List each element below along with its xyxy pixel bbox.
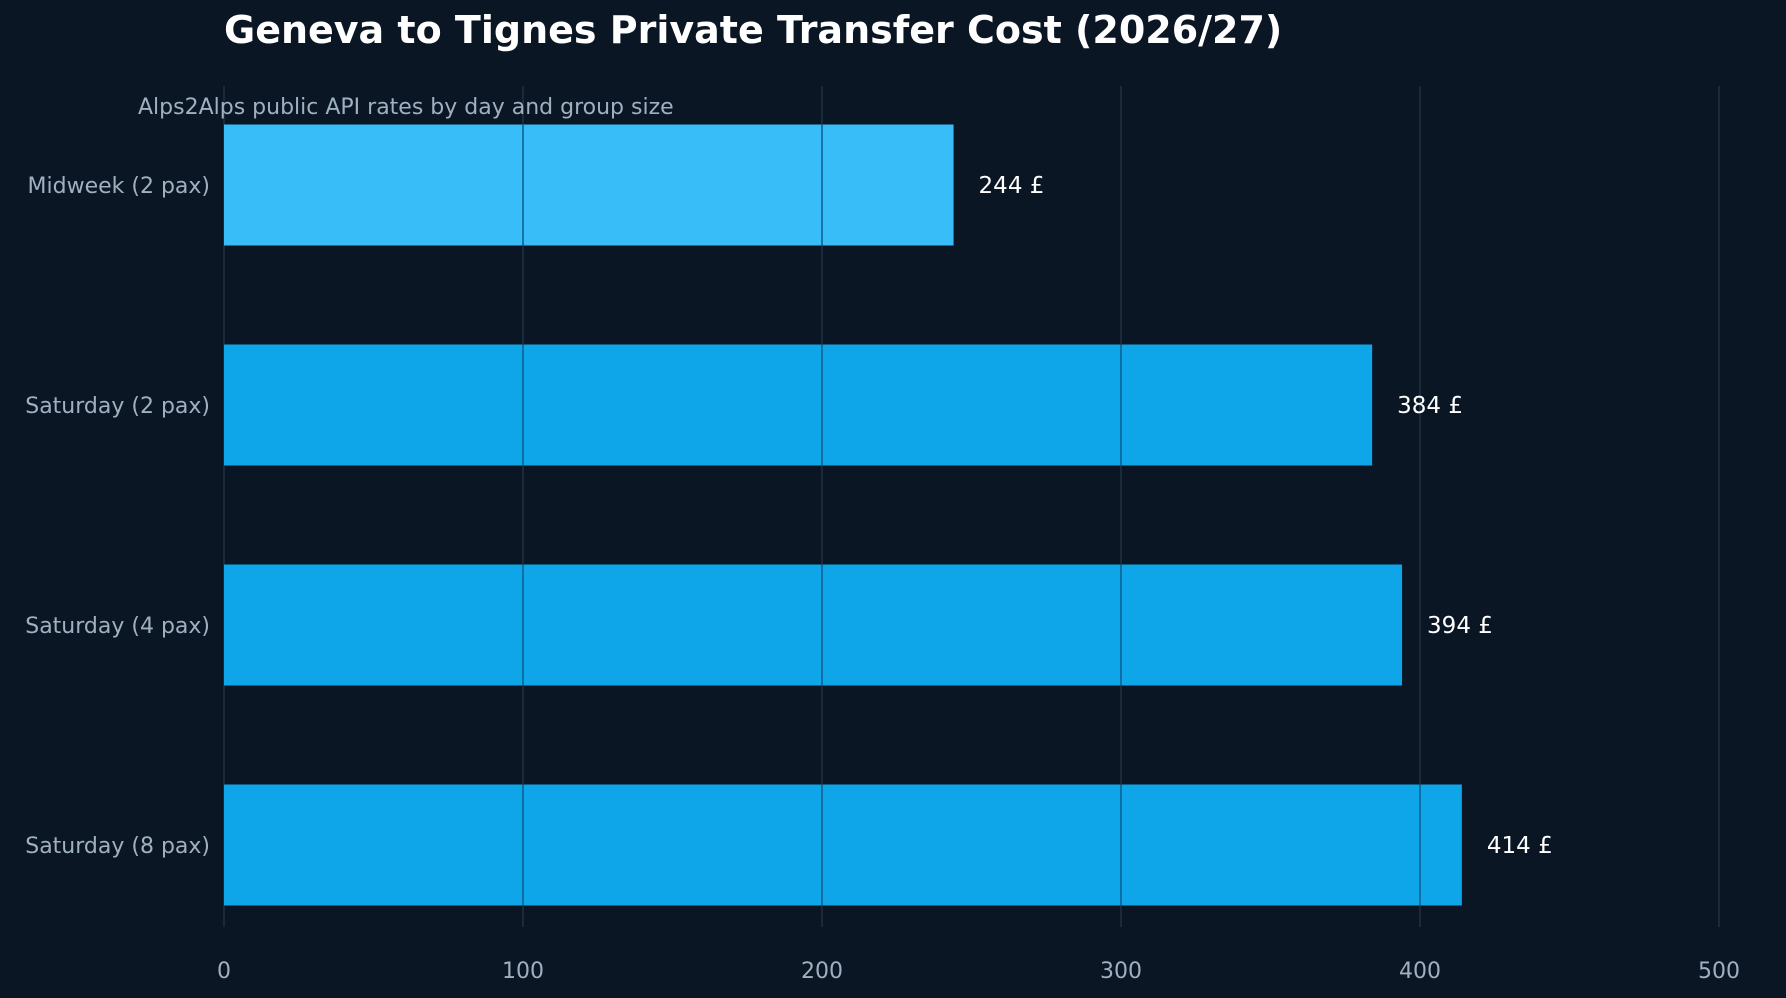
category-label: Saturday (8 pax) xyxy=(25,834,210,859)
value-label: 244 £ xyxy=(979,173,1045,199)
x-tick-label: 100 xyxy=(502,959,544,984)
bar-0 xyxy=(224,124,954,246)
bar-2 xyxy=(224,564,1403,686)
x-tick-label: 500 xyxy=(1698,959,1740,984)
chart-subtitle: Alps2Alps public API rates by day and gr… xyxy=(138,95,674,120)
category-labels: Midweek (2 pax) Saturday (2 pax) Saturday … xyxy=(25,174,210,859)
x-tick-label: 300 xyxy=(1100,959,1142,984)
value-label: 384 £ xyxy=(1397,393,1463,419)
x-axis-ticks: 0 100 200 300 400 500 xyxy=(217,959,1740,984)
chart-title: Geneva to Tignes Private Transfer Cost (… xyxy=(224,8,1282,52)
category-label: Saturday (4 pax) xyxy=(25,614,210,639)
value-label: 394 £ xyxy=(1427,613,1493,639)
bar-1 xyxy=(224,344,1373,466)
category-label: Saturday (2 pax) xyxy=(25,394,210,419)
x-tick-label: 0 xyxy=(217,959,231,984)
x-tick-label: 400 xyxy=(1399,959,1441,984)
grid-lines-overlay xyxy=(522,124,1421,906)
x-tick-label: 200 xyxy=(801,959,843,984)
bar-3 xyxy=(224,784,1462,906)
bars-group xyxy=(224,124,1462,906)
value-labels: 244 £ 384 £ 394 £ 414 £ xyxy=(979,173,1553,859)
value-label: 414 £ xyxy=(1487,833,1553,859)
category-label: Midweek (2 pax) xyxy=(28,174,210,199)
